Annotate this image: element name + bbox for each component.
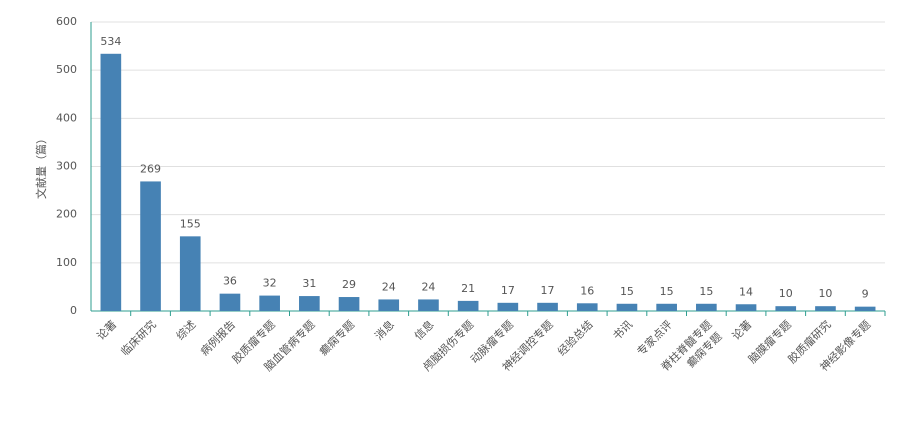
value-label: 15 [620,285,634,298]
value-label: 32 [263,277,277,290]
y-axis-label: 文献量（篇） [34,133,48,199]
y-tick-label: 300 [56,160,77,173]
value-label: 29 [342,278,356,291]
bar [815,306,836,311]
value-label: 269 [140,162,161,175]
x-tick-label: 消息 [372,317,397,342]
x-tick-label: 书讯 [610,318,635,343]
y-tick-label: 100 [56,256,77,269]
x-tick-label: 癫痫专题 [316,317,357,358]
value-label: 24 [421,280,435,293]
bar [378,299,400,311]
y-tick-label: 600 [56,15,77,28]
x-tick-label: 信息 [411,317,436,342]
value-label: 21 [461,282,475,295]
bar [656,303,677,311]
x-tick-label: 临床研究 [118,317,159,358]
x-tick-label: 专家点评 [634,317,675,358]
value-label: 17 [541,284,555,297]
x-tick-label: 病例报告 [197,317,238,358]
bar [219,293,241,311]
bar [179,236,201,311]
x-tick-label: 论著 [94,317,119,342]
x-tick-label: 论著 [729,317,754,342]
bar [576,303,598,311]
value-label: 15 [660,285,674,298]
bar [854,306,876,311]
bar [259,295,280,311]
x-tick-label: 经验总结 [554,317,595,358]
y-tick-label: 400 [56,111,77,124]
bar [457,300,479,311]
value-label: 31 [302,277,316,290]
bar [100,53,122,311]
value-label: 17 [501,284,515,297]
bar [775,306,797,311]
value-label: 14 [739,285,753,298]
value-label: 15 [699,285,713,298]
x-tick-label: 综述 [173,317,198,342]
value-label: 155 [180,217,201,230]
value-label: 9 [862,288,869,301]
y-tick-label: 0 [70,304,77,317]
value-label: 16 [580,284,594,297]
y-tick-label: 200 [56,208,77,221]
value-label: 10 [779,287,793,300]
bar [418,299,439,311]
value-label: 36 [223,275,237,288]
value-label: 10 [818,287,832,300]
value-label: 24 [382,280,396,293]
value-label: 534 [100,35,121,48]
y-tick-label: 500 [56,63,77,76]
bar [299,296,320,311]
bar [616,303,638,311]
bar [497,302,519,311]
bar [338,297,360,311]
bar [696,303,717,311]
bar [537,302,558,311]
bar [140,181,161,311]
bar [735,304,757,311]
